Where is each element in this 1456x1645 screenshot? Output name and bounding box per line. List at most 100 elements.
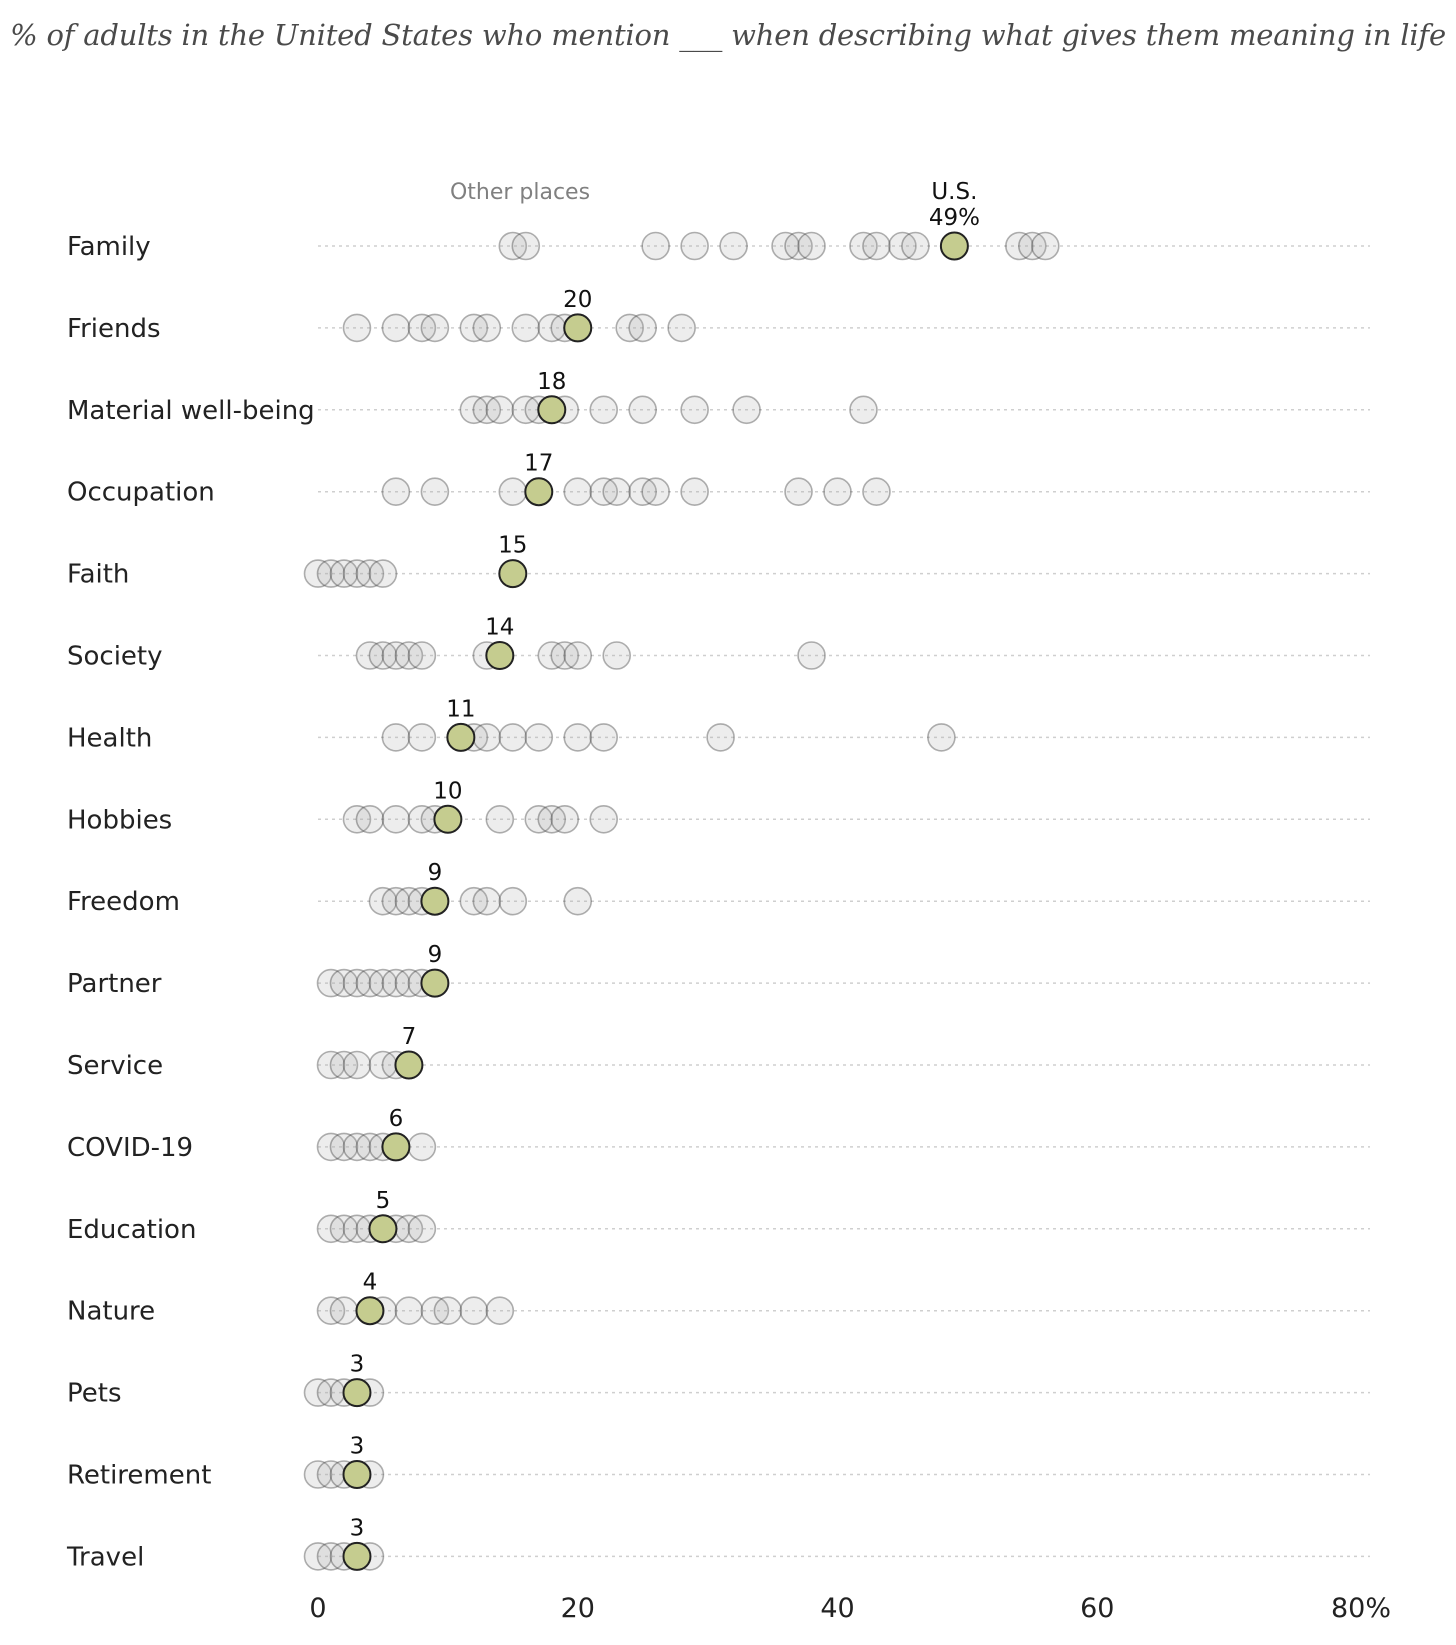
- other-place-dot: [472, 395, 502, 425]
- other-place-dot: [589, 804, 619, 834]
- other-place-dot: [433, 1296, 463, 1325]
- us-dot-faith: [498, 559, 528, 589]
- other-place-dot: [719, 231, 748, 261]
- us-dot-health: [446, 722, 476, 752]
- us-dots: [342, 231, 969, 1571]
- other-place-dot: [355, 641, 385, 670]
- other-place-dot: [563, 723, 593, 752]
- category-label-partner: Partner: [67, 969, 162, 999]
- other-place-dot: [511, 313, 541, 343]
- other-place-dot: [355, 559, 385, 588]
- other-place-dot: [901, 231, 930, 261]
- other-place-dot: [394, 1296, 424, 1325]
- other-place-dot: [459, 395, 489, 425]
- us-dot-friends: [563, 313, 593, 343]
- chart-text: Family 49%U.S. Other places Friends 20 Materi…: [66, 179, 1391, 1624]
- us-dot-nature: [355, 1296, 385, 1326]
- us-value-label-faith: 15: [498, 533, 527, 559]
- other-place-dot: [784, 477, 813, 507]
- other-place-dot: [641, 231, 670, 261]
- other-place-dot: [381, 477, 411, 507]
- other-place-dot: [472, 723, 502, 752]
- other-place-dot: [472, 313, 502, 343]
- other-place-dot: [407, 723, 437, 752]
- other-place-dot: [381, 886, 411, 916]
- us-dot-service: [394, 1050, 424, 1080]
- us-value-label-occupation: 17: [524, 451, 553, 477]
- other-place-dot: [316, 559, 346, 588]
- other-place-dot: [459, 886, 489, 916]
- other-place-dot: [459, 1296, 489, 1325]
- us-dot-education: [368, 1214, 398, 1244]
- us-dot-freedom: [420, 886, 450, 916]
- other-place-dot: [563, 641, 593, 670]
- category-label-hobbies: Hobbies: [67, 805, 172, 835]
- other-place-dot: [329, 559, 359, 588]
- x-tick-label: 20: [561, 1593, 595, 1624]
- chart-title: % of adults in the United States who men…: [10, 18, 1446, 52]
- other-place-dot: [602, 641, 632, 670]
- other-place-dot: [316, 1132, 346, 1162]
- other-place-dot: [342, 804, 372, 834]
- other-place-dot: [784, 231, 813, 261]
- us-value-label-hobbies: 10: [433, 778, 462, 804]
- other-place-dot: [589, 395, 619, 425]
- other-place-dot: [563, 886, 593, 916]
- other-place-dot: [329, 1214, 359, 1244]
- category-label-education: Education: [67, 1215, 196, 1245]
- other-place-dot: [771, 231, 800, 261]
- us-value-label-nature: 4: [363, 1270, 378, 1296]
- other-place-dot: [498, 886, 528, 916]
- us-value-label-health: 11: [446, 696, 475, 722]
- category-label-health: Health: [67, 723, 152, 753]
- category-label-freedom: Freedom: [67, 887, 180, 917]
- other-place-dot: [628, 395, 657, 425]
- other-place-dot: [550, 641, 580, 670]
- other-place-dot: [849, 231, 878, 261]
- us-value-label-family: 49%: [929, 205, 980, 231]
- other-place-dot: [485, 1296, 515, 1325]
- other-place-dot: [498, 231, 528, 261]
- other-place-dot: [368, 968, 398, 998]
- x-tick-label: 40: [820, 1593, 854, 1624]
- us-dot-covid-19: [381, 1132, 411, 1162]
- us-value-label-partner: 9: [428, 942, 443, 968]
- us-dot-travel: [342, 1541, 372, 1571]
- category-label-travel: Travel: [66, 1542, 144, 1572]
- us-legend-label: U.S.: [931, 179, 977, 205]
- other-place-dot: [498, 477, 528, 507]
- other-place-dot: [303, 559, 333, 588]
- other-place-dot: [680, 395, 709, 425]
- other-place-dot: [407, 1214, 437, 1244]
- other-place-dot: [550, 804, 580, 834]
- other-place-dot: [589, 477, 619, 507]
- other-place-dot: [342, 1132, 372, 1162]
- other-place-dot: [316, 1214, 346, 1244]
- category-label-occupation: Occupation: [67, 478, 215, 508]
- other-place-dot: [1031, 231, 1060, 261]
- other-place-dot: [316, 1296, 346, 1325]
- other-place-dot: [407, 1132, 437, 1162]
- other-place-dot: [407, 641, 437, 670]
- other-place-dot: [641, 477, 670, 507]
- other-place-dot: [459, 313, 489, 343]
- other-place-dot: [524, 804, 554, 834]
- other-place-dot: [888, 231, 917, 261]
- category-label-retirement: Retirement: [67, 1461, 211, 1491]
- other-place-dot: [615, 313, 645, 343]
- other-place-dot: [862, 477, 891, 507]
- other-place-dot: [667, 313, 696, 343]
- other-place-dot: [316, 968, 346, 998]
- other-place-dot: [381, 641, 411, 670]
- other-place-dot: [628, 477, 657, 507]
- us-value-label-society: 14: [485, 615, 514, 641]
- other-place-dot: [342, 559, 372, 588]
- us-dot-hobbies: [433, 804, 463, 834]
- us-value-label-retirement: 3: [350, 1434, 365, 1460]
- other-place-dot: [797, 641, 826, 670]
- other-place-dot: [485, 804, 515, 834]
- us-value-label-freedom: 9: [428, 860, 443, 886]
- other-place-dot: [329, 1296, 359, 1325]
- other-place-dot: [303, 1460, 333, 1489]
